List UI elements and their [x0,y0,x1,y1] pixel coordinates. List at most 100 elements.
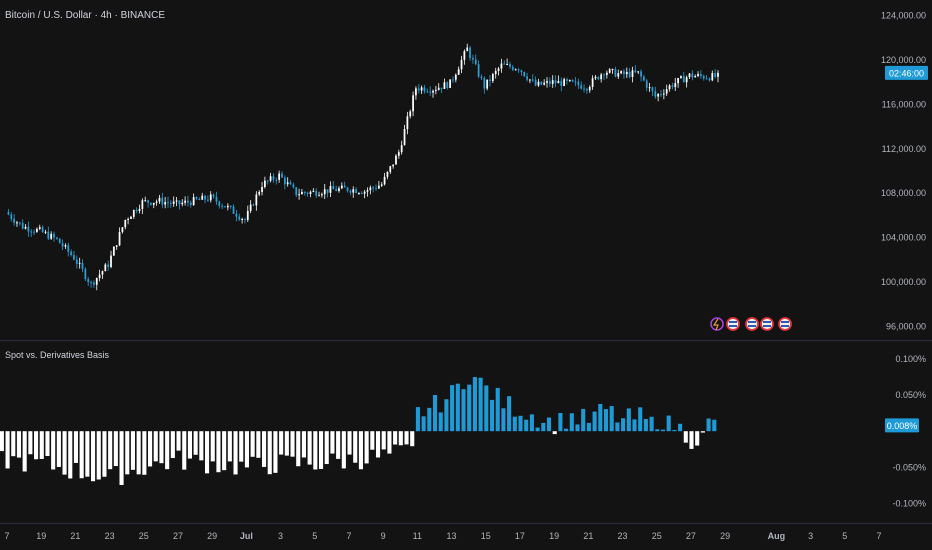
candle [648,87,651,89]
candle [694,75,697,78]
time-tick-label: 27 [686,531,696,541]
candle [181,202,184,205]
basis-tick-label: -0.100% [892,498,926,508]
candle [440,87,443,89]
candle [426,91,429,93]
candle [301,191,303,195]
event-icon-flash[interactable] [710,317,724,331]
candle [717,72,719,77]
basis-bar [130,431,136,470]
candle [38,227,41,229]
candle [537,81,540,86]
basis-bar [398,431,403,446]
candle [660,94,662,96]
basis-bar [62,431,67,475]
basis-bar [324,431,329,465]
basis-bar [632,419,637,432]
basis-bar [216,431,221,473]
basis-tick-label: -0.050% [892,462,926,472]
symbol-title: Bitcoin / U.S. Dollar · 4h · BINANCE [5,10,165,21]
basis-axis: 0.100% 0.050% -0.050% -0.100% 0.008% [885,354,926,508]
candle [526,76,528,80]
time-tick-label: 9 [381,531,386,541]
candle [167,202,169,204]
candle [523,71,526,77]
candle [266,180,269,182]
candle [514,69,517,71]
time-tick-label: 29 [207,531,217,541]
candle [454,74,457,80]
candle [47,231,50,239]
basis-bar [0,431,4,452]
time-tick-label: Jul [240,531,253,541]
candle [224,206,226,208]
basis-bar [381,431,386,450]
basis-bar [233,431,238,475]
candle [591,78,594,87]
basis-bar [153,431,158,462]
candle [195,197,198,200]
candle [295,187,298,196]
candle [269,176,272,181]
basis-bar [210,431,215,462]
basis-bar [432,394,438,432]
candle [18,222,21,224]
basis-bar [256,431,261,458]
candle [283,177,286,185]
basis-bar [125,431,130,475]
candle [41,227,44,233]
candle [215,196,218,202]
candle [608,69,611,73]
candle [218,201,221,206]
basis-bar [621,418,626,432]
candle [540,81,543,85]
candle [340,185,343,189]
candle [104,264,107,272]
basis-bar [296,431,301,467]
candle [360,193,363,195]
indicator-title: Spot vs. Derivatives Basis [5,350,110,360]
event-icon-us-flag[interactable] [745,317,759,331]
basis-bar [461,389,466,432]
basis-bar [119,431,124,485]
basis-bar [273,431,278,473]
candle [33,231,35,233]
candle [172,201,175,204]
price-axis: 124,000.00 120,000.00 116,000.00 112,000.00… [881,11,928,331]
basis-bar [170,431,175,459]
event-icon-us-flag[interactable] [726,317,740,331]
candle [412,95,414,112]
candle [369,187,372,191]
basis-bar [165,431,170,470]
candle [631,70,634,77]
candle [586,88,588,91]
candle [392,164,395,167]
candle [135,210,138,212]
candle [529,79,531,81]
candle [423,87,426,92]
candle [209,194,212,201]
event-icon-us-flag[interactable] [778,317,792,331]
candle [321,194,323,196]
basis-bar [301,431,306,458]
event-icon-us-flag[interactable] [760,317,774,331]
candle [469,47,471,59]
basis-bar [370,431,375,450]
candle [178,200,181,205]
candle [443,82,446,89]
candle [449,79,452,88]
candle [568,80,571,82]
candle [298,194,300,196]
time-tick-label: 3 [278,531,283,541]
candle [397,152,400,156]
price-tick-label: 112,000.00 [882,144,926,154]
candle [309,191,312,194]
candle [620,71,622,74]
candle [189,202,192,206]
candle [497,68,500,71]
candle [355,189,357,194]
basis-bar [581,408,586,432]
time-tick-label: 7 [4,531,9,541]
basis-bar [655,429,660,432]
